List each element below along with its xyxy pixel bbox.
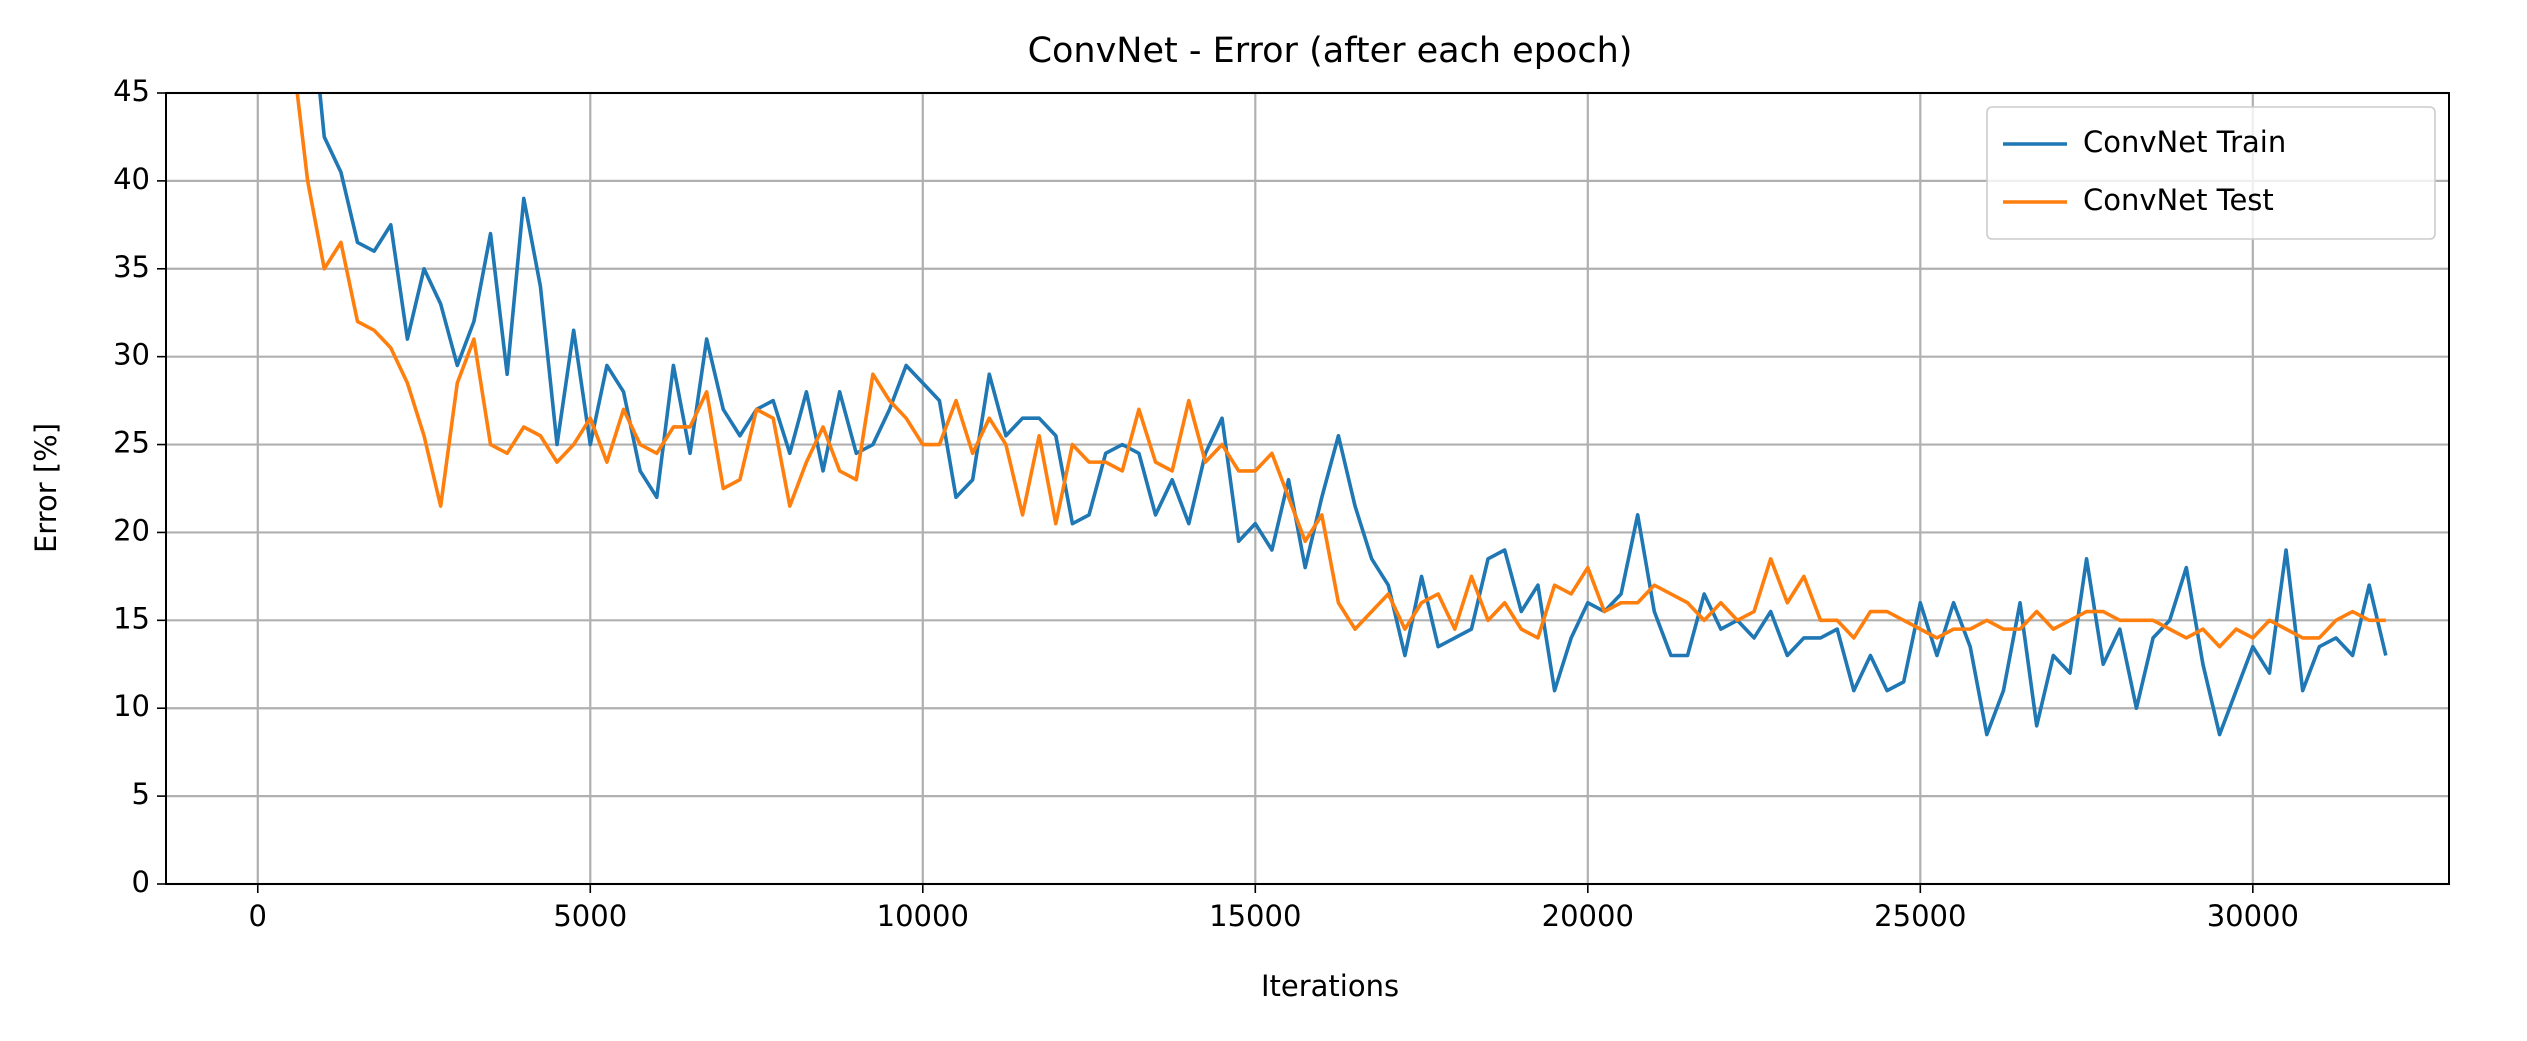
y-tick-label: 25 bbox=[113, 426, 150, 460]
y-tick-label: 45 bbox=[113, 74, 150, 108]
line-series bbox=[318, 93, 2388, 737]
y-tick-label: 5 bbox=[132, 777, 150, 811]
y-tick-label: 30 bbox=[113, 338, 150, 372]
plot-area bbox=[295, 93, 2388, 737]
y-tick-label: 35 bbox=[113, 250, 150, 284]
plot-frame bbox=[165, 92, 2450, 885]
x-tick-label: 10000 bbox=[877, 899, 969, 933]
y-tick-label: 10 bbox=[113, 689, 150, 723]
y-tick-label: 0 bbox=[132, 865, 150, 899]
legend-label: ConvNet Test bbox=[2083, 183, 2274, 217]
x-tick-label: 20000 bbox=[1542, 899, 1634, 933]
legend-box bbox=[1986, 106, 2436, 240]
x-tick-label: 15000 bbox=[1209, 899, 1301, 933]
y-tick-label: 40 bbox=[113, 162, 150, 196]
y-tick-label: 15 bbox=[113, 601, 150, 635]
y-axis-label: Error [%] bbox=[29, 423, 63, 553]
y-tick-label: 20 bbox=[113, 513, 150, 547]
x-axis-label: Iterations bbox=[1261, 969, 1399, 1003]
x-tick-label: 30000 bbox=[2207, 899, 2299, 933]
x-tick-label: 5000 bbox=[553, 899, 627, 933]
x-tick-label: 0 bbox=[249, 899, 267, 933]
legend-label: ConvNet Train bbox=[2083, 125, 2286, 159]
chart-title: ConvNet - Error (after each epoch) bbox=[1028, 31, 1633, 71]
x-tick-label: 25000 bbox=[1874, 899, 1966, 933]
line-series bbox=[295, 93, 2386, 649]
